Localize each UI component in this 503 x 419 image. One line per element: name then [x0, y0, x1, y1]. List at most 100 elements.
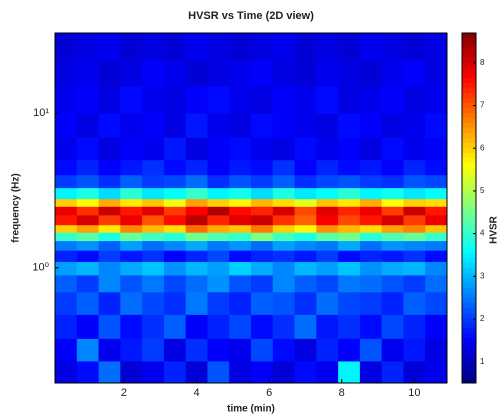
heatmap-cell	[229, 240, 252, 251]
heatmap-cell	[98, 60, 121, 87]
colorbar-segment	[462, 218, 476, 224]
heatmap-cell	[76, 187, 100, 200]
heatmap-cell	[338, 261, 361, 276]
y-axis-label: frequency (Hz)	[11, 173, 22, 242]
colorbar-segment	[462, 133, 476, 139]
heatmap-cell	[338, 274, 361, 293]
heatmap-cell	[338, 232, 361, 242]
heatmap-cell	[98, 338, 121, 362]
heatmap-cell	[272, 338, 296, 362]
heatmap-cell	[381, 159, 404, 176]
heatmap-cell	[142, 224, 165, 233]
heatmap-cell	[229, 261, 252, 276]
heatmap-cell	[316, 314, 339, 339]
heatmap-cell	[425, 291, 448, 315]
heatmap-cell	[229, 159, 252, 176]
heatmap-cell	[55, 360, 78, 384]
heatmap-cell	[98, 214, 121, 226]
heatmap-cell	[359, 187, 383, 200]
heatmap-cell	[98, 137, 121, 161]
heatmap-cell	[294, 314, 317, 339]
colorbar-segment	[462, 248, 476, 254]
heatmap-cell	[272, 232, 296, 242]
colorbar-segment	[462, 58, 476, 64]
heatmap-cell	[338, 206, 361, 216]
heatmap-cell	[142, 198, 165, 207]
heatmap-cell	[229, 360, 252, 384]
heatmap-cell	[425, 261, 448, 276]
heatmap-cell	[185, 198, 208, 207]
heatmap-cell	[359, 137, 383, 161]
heatmap-cell	[381, 338, 404, 362]
colorbar-segment	[462, 173, 476, 179]
heatmap-cell	[425, 274, 448, 293]
heatmap-cell	[76, 60, 100, 87]
heatmap-cell	[163, 250, 187, 262]
heatmap-cell	[163, 274, 187, 293]
heatmap-cell	[120, 60, 143, 87]
heatmap-cell	[272, 187, 296, 200]
colorbar-segment	[462, 298, 476, 304]
colorbar-label: HVSR	[489, 215, 500, 244]
heatmap-cell	[55, 274, 78, 293]
heatmap-cell	[229, 198, 252, 207]
colorbar-segment	[462, 138, 476, 144]
heatmap-cell	[316, 214, 339, 226]
heatmap-cell	[142, 174, 165, 189]
heatmap-cell	[142, 232, 165, 242]
heatmap-cell	[272, 198, 296, 207]
heatmap-cell	[251, 240, 274, 251]
colorbar-segment	[462, 293, 476, 299]
colorbar-segment	[462, 323, 476, 329]
heatmap-cell	[294, 291, 317, 315]
heatmap-cell	[272, 33, 296, 61]
heatmap-cell	[294, 274, 317, 293]
heatmap-cell	[142, 33, 165, 61]
heatmap-cell	[163, 338, 187, 362]
heatmap-cell	[163, 187, 187, 200]
heatmap-cell	[251, 314, 274, 339]
heatmap-cell	[142, 261, 165, 276]
heatmap-cell	[425, 240, 448, 251]
heatmap-cell	[207, 33, 230, 61]
heatmap-cell	[120, 113, 143, 138]
heatmap-cell	[272, 174, 296, 189]
colorbar-segment	[462, 233, 476, 239]
heatmap-cell	[338, 291, 361, 315]
colorbar-segment	[462, 288, 476, 294]
colorbar-segment	[462, 48, 476, 54]
heatmap-cell	[163, 261, 187, 276]
heatmap-cell	[359, 261, 383, 276]
heatmap-cell	[381, 137, 404, 161]
heatmap-cell	[163, 113, 187, 138]
colorbar-segment	[462, 103, 476, 109]
heatmap-cell	[316, 33, 339, 61]
heatmap-cell	[120, 240, 143, 251]
heatmap-cell	[403, 137, 426, 161]
heatmap-cell	[403, 33, 426, 61]
x-tick-label: 8	[339, 387, 345, 399]
colorbar-segment	[462, 153, 476, 159]
heatmap-cell	[229, 214, 252, 226]
heatmap-cell	[76, 214, 100, 226]
heatmap-cell	[338, 214, 361, 226]
heatmap-cell	[338, 338, 361, 362]
heatmap-cell	[251, 85, 274, 114]
heatmap-cell	[381, 113, 404, 138]
heatmap-cell	[185, 274, 208, 293]
heatmap-cell	[76, 198, 100, 207]
heatmap-cell	[229, 338, 252, 362]
heatmap-cell	[403, 274, 426, 293]
heatmap-cell	[251, 250, 274, 262]
heatmap-cell	[55, 85, 78, 114]
heatmap-cell	[425, 214, 448, 226]
heatmap-cell	[359, 224, 383, 233]
heatmap-cell	[207, 338, 230, 362]
heatmap-cell	[316, 338, 339, 362]
heatmap-cell	[76, 232, 100, 242]
colorbar-segment	[462, 313, 476, 319]
heatmap-cell	[120, 214, 143, 226]
heatmap-cell	[55, 291, 78, 315]
colorbar-segment	[462, 213, 476, 219]
colorbar-segment	[462, 273, 476, 279]
